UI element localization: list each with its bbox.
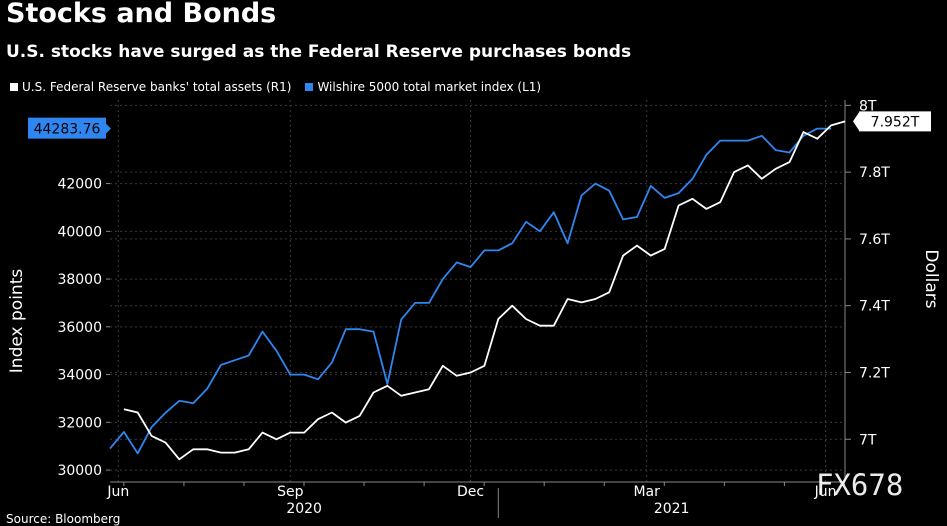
y-left-axis-title: Index points (7, 269, 27, 374)
y-left-tick-label: 36000 (57, 320, 102, 336)
y-right-tick-label: 7T (859, 432, 877, 448)
x-month-label: Jun (814, 484, 837, 500)
y-left-tick-label: 42000 (57, 177, 102, 193)
chart-title: Stocks and Bonds (6, 0, 277, 29)
y-left-tick-label: 38000 (57, 272, 102, 288)
y-right-tick-label: 7.2T (859, 365, 890, 381)
y-left-tick-label: 32000 (57, 415, 102, 431)
y-right-tick-label: 7.8T (859, 165, 890, 181)
watermark: FX678 (816, 468, 904, 502)
x-year-label: 2021 (654, 501, 690, 517)
y-left-tick-label: 40000 (57, 224, 102, 240)
x-month-label: Sep (277, 484, 304, 500)
y-right-axis-title: Dollars (921, 249, 941, 308)
last-value-pointer-fed-assets (853, 112, 859, 131)
y-right-tick-label: 7.4T (859, 299, 890, 315)
legend-swatch-wilshire (305, 83, 314, 91)
x-month-label: Jun (106, 484, 129, 500)
legend-label-wilshire: Wilshire 5000 total market index (L1) (317, 80, 542, 94)
x-month-label: Dec (457, 484, 484, 500)
series-line-wilshire (109, 127, 832, 455)
chart-subtitle: U.S. stocks have surged as the Federal R… (6, 42, 632, 62)
source-note: Source: Bloomberg (6, 512, 121, 526)
legend-swatch-fed-assets (10, 83, 18, 91)
legend: U.S. Federal Reserve banks' total assets… (10, 80, 541, 94)
y-left-tick-label: 34000 (57, 368, 102, 384)
legend-item-fed-assets: U.S. Federal Reserve banks' total assets… (10, 80, 291, 94)
series-line-fed-assets (123, 120, 846, 461)
last-value-badge-wilshire (28, 117, 106, 139)
legend-item-wilshire: Wilshire 5000 total market index (L1) (305, 80, 541, 94)
y-left-tick-label: 30000 (57, 463, 102, 479)
last-value-label-wilshire: 44283.76 (34, 122, 101, 138)
last-value-badge-fed-assets (859, 111, 931, 132)
y-right-tick-label: 8T (859, 98, 877, 114)
x-year-label: 2020 (286, 501, 322, 517)
last-value-label-fed-assets: 7.952T (871, 114, 920, 130)
x-month-label: Mar (633, 484, 660, 500)
legend-label-fed-assets: U.S. Federal Reserve banks' total assets… (22, 80, 292, 94)
y-right-tick-label: 7.6T (859, 232, 890, 248)
last-value-pointer-wilshire (106, 123, 111, 134)
